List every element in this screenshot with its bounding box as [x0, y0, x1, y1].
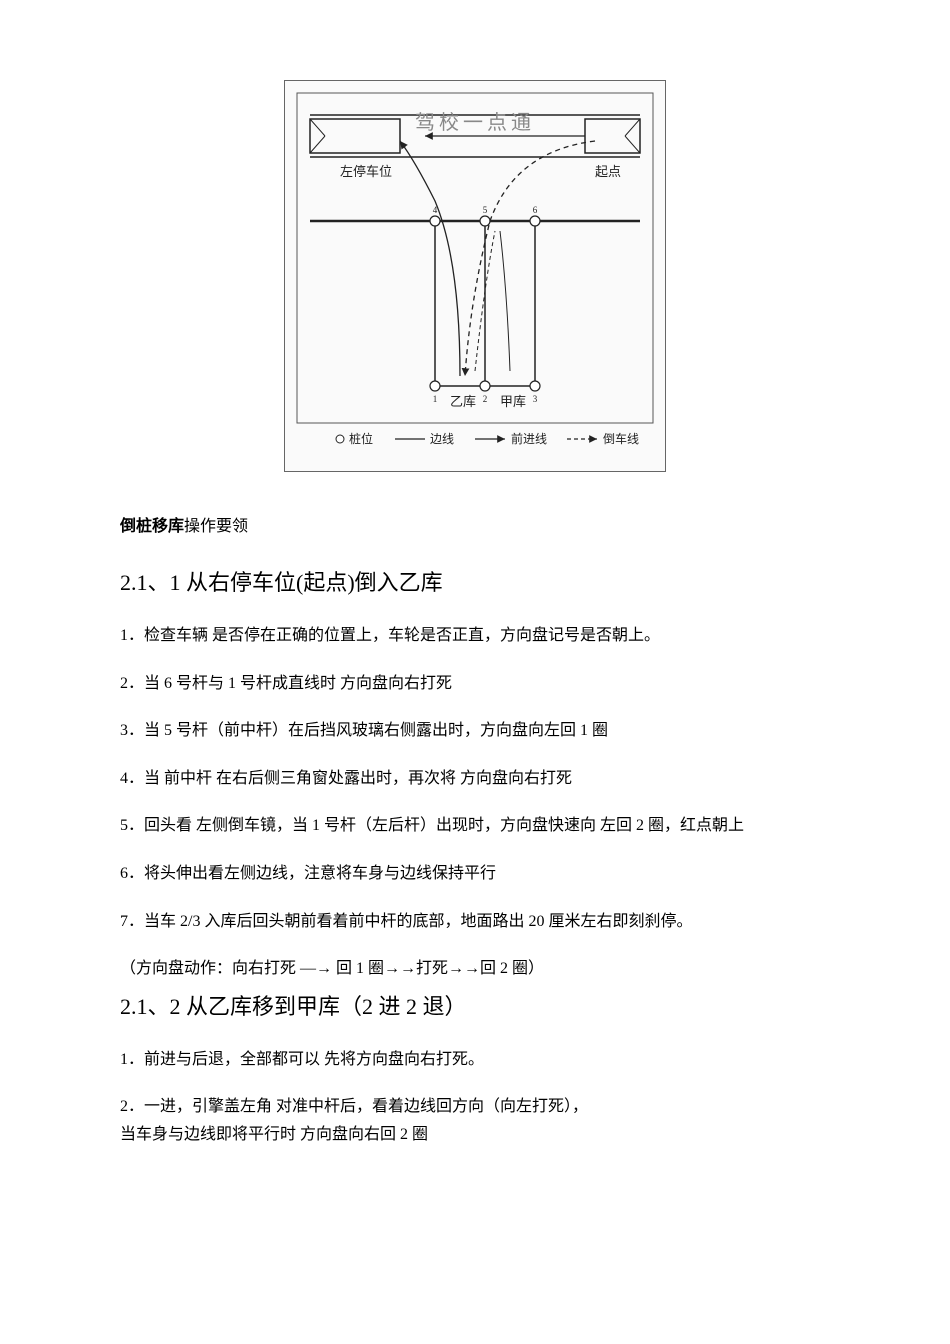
section-2-steps: 1．前进与后退，全部都可以 先将方向盘向右打死。 2．一进，引擎盖左角 对准中杆后… [120, 1047, 830, 1148]
svg-text:1: 1 [433, 394, 438, 404]
svg-text:乙库: 乙库 [450, 394, 476, 409]
subtitle-rest: 操作要领 [184, 518, 248, 535]
svg-text:驾校一点通: 驾校一点通 [415, 111, 535, 134]
svg-text:边线: 边线 [430, 432, 454, 446]
section-1-steps: 1．检查车辆 是否停在正确的位置上，车轮是否正直，方向盘记号是否朝上。 2．当 6… [120, 623, 830, 934]
document-page: 左停车位起点驾校一点通456123乙库甲库桩位边线前进线倒车线 倒桩移库操作要领… [0, 0, 950, 1190]
diagram-container: 左停车位起点驾校一点通456123乙库甲库桩位边线前进线倒车线 [120, 80, 830, 472]
step-item: 7．当车 2/3 入库后回头朝前看着前中杆的底部，地面路出 20 厘米左右即刻刹… [120, 909, 830, 935]
step-item: 2．当 6 号杆与 1 号杆成直线时 方向盘向右打死 [120, 671, 830, 697]
subtitle-bold: 倒桩移库 [120, 518, 184, 535]
svg-text:倒车线: 倒车线 [603, 431, 639, 446]
section-1-note: （方向盘动作：向右打死 —→ 回 1 圈→→打死→→回 2 圈） [120, 956, 830, 982]
subtitle: 倒桩移库操作要领 [120, 512, 830, 536]
svg-text:3: 3 [533, 394, 538, 404]
step-item: 6．将头伸出看左侧边线，注意将车身与边线保持平行 [120, 861, 830, 887]
step-item: 3．当 5 号杆（前中杆）在后挡风玻璃右侧露出时，方向盘向左回 1 圈 [120, 718, 830, 744]
section-1-heading: 2.1、1 从右停车位(起点)倒入乙库 [120, 566, 830, 599]
svg-text:甲库: 甲库 [500, 394, 526, 409]
svg-text:6: 6 [533, 205, 538, 215]
section-2-heading: 2.1、2 从乙库移到甲库（2 进 2 退） [120, 990, 830, 1023]
step-item: 5．回头看 左侧倒车镜，当 1 号杆（左后杆）出现时，方向盘快速向 左回 2 圈… [120, 813, 830, 839]
svg-text:5: 5 [483, 205, 488, 215]
step-item: 1．检查车辆 是否停在正确的位置上，车轮是否正直，方向盘记号是否朝上。 [120, 623, 830, 649]
svg-text:左停车位: 左停车位 [340, 164, 392, 179]
parking-diagram: 左停车位起点驾校一点通456123乙库甲库桩位边线前进线倒车线 [284, 80, 666, 472]
step-item: 2．一进，引擎盖左角 对准中杆后，看着边线回方向（向左打死）， [120, 1094, 830, 1120]
step-item: 1．前进与后退，全部都可以 先将方向盘向右打死。 [120, 1047, 830, 1073]
svg-text:桩位: 桩位 [349, 431, 373, 446]
svg-text:2: 2 [483, 394, 488, 404]
svg-text:起点: 起点 [595, 164, 621, 179]
step-item: 当车身与边线即将平行时 方向盘向右回 2 圈 [120, 1122, 830, 1148]
svg-text:前进线: 前进线 [511, 431, 547, 446]
step-item: 4．当 前中杆 在右后侧三角窗处露出时，再次将 方向盘向右打死 [120, 766, 830, 792]
